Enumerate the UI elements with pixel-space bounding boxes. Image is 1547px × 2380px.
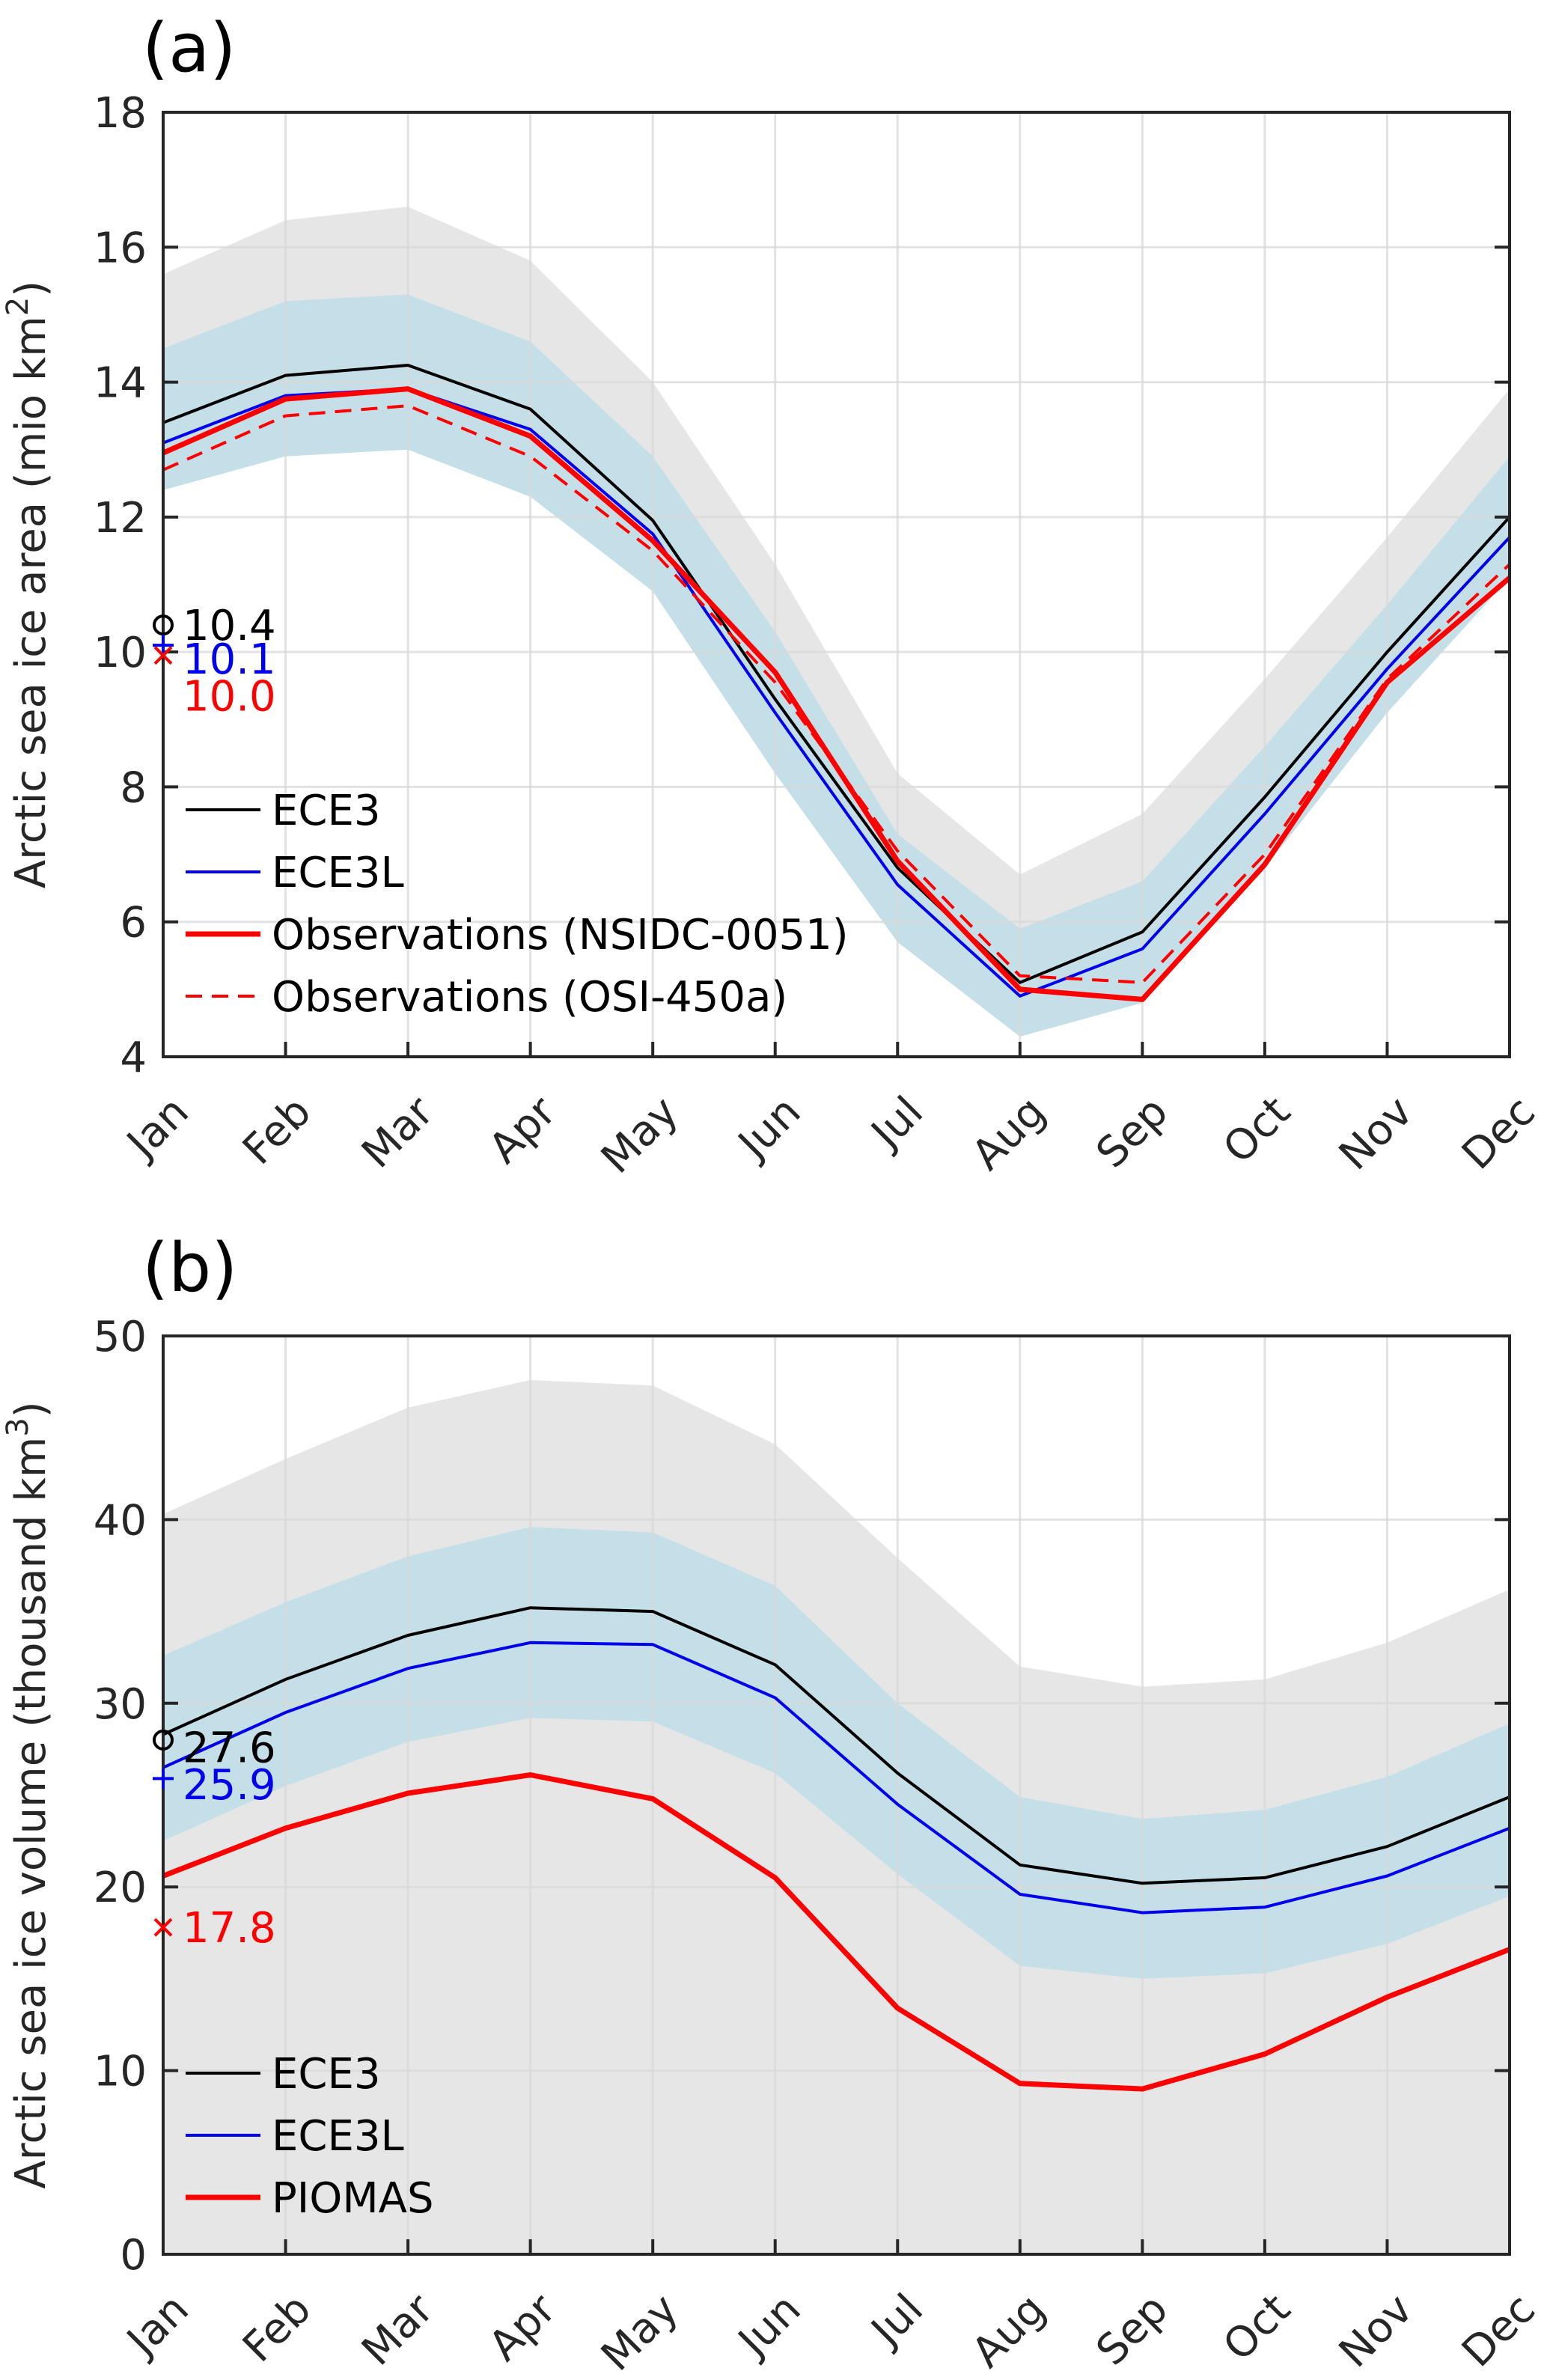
- y-tick-label: 16: [94, 224, 147, 272]
- x-tick-label: Oct: [1214, 2285, 1299, 2370]
- panel-b-sea-ice-volume: 0 10 20 30 40 50 Jan Feb Mar Apr May Jun Jul Aug Sep Oc…: [1, 1229, 1545, 2380]
- x-tick-label: Jul: [861, 1087, 933, 1159]
- y-tick-label: 12: [94, 494, 147, 543]
- annual-mean-label: 25.9: [183, 1761, 276, 1810]
- y-tick-label: 4: [120, 1034, 147, 1082]
- y-tick-label: 6: [120, 899, 147, 948]
- annual-mean-marker-plus: [153, 635, 174, 656]
- legend-label: Observations (NSIDC-0051): [272, 911, 849, 959]
- x-tick-label: Jun: [728, 2285, 811, 2367]
- x-tick-label: Apr: [480, 2284, 566, 2370]
- series-line-3: [162, 404, 1511, 984]
- legend-label: PIOMAS: [272, 2174, 434, 2223]
- x-tick-label: Nov: [1330, 1087, 1422, 1180]
- series-line-0: [162, 1606, 1510, 1885]
- x-tick-label: Aug: [962, 1087, 1055, 1180]
- series-line-0: [162, 364, 1511, 984]
- annual-mean-marker-cross: [153, 1917, 173, 1937]
- y-tick-label: 10: [94, 2048, 147, 2096]
- y-tick-label: 40: [94, 1496, 147, 1545]
- annual-mean-label: 10.1: [183, 635, 276, 684]
- y-tick-label: 8: [120, 763, 147, 812]
- panel-label: (b): [142, 1229, 237, 1308]
- y-axis-label: Arctic sea ice volume (thousand km3): [1, 1401, 55, 2188]
- x-tick-label: Jun: [728, 1087, 811, 1170]
- x-tick-label: Aug: [962, 2285, 1055, 2377]
- y-tick-label: 10: [94, 629, 147, 677]
- y-tick-label: 20: [94, 1864, 147, 1912]
- x-tick-label: Dec: [1453, 1087, 1545, 1180]
- y-tick-label: 18: [94, 89, 147, 138]
- x-tick-label: Feb: [234, 2285, 320, 2372]
- plot-frame: [162, 1334, 1511, 2256]
- x-tick-label: May: [592, 1087, 688, 1183]
- x-tick-label: Sep: [1087, 1087, 1178, 1178]
- legend-label: Observations (OSI-450a): [272, 973, 787, 1022]
- y-tick-label: 50: [94, 1313, 147, 1361]
- x-tick-label: Sep: [1087, 2285, 1178, 2376]
- series-line-2: [162, 1772, 1511, 2092]
- series-line-1: [162, 1641, 1510, 1914]
- panel-a-sea-ice-area: 4 6 8 10 12 14 16 18 Jan Feb Mar Apr May Jun Jul Aug Sep…: [1, 9, 1545, 1183]
- y-tick-label: 14: [94, 359, 147, 408]
- y-tick-label: 30: [94, 1680, 147, 1729]
- y-axis-label: Arctic sea ice area (mio km2): [1, 281, 55, 888]
- x-tick-label: Feb: [234, 1087, 320, 1174]
- x-tick-label: Oct: [1214, 1087, 1299, 1173]
- x-tick-label: May: [592, 2285, 688, 2380]
- legend-label: ECE3L: [272, 2112, 404, 2161]
- legend-label: ECE3L: [272, 849, 404, 897]
- x-tick-label: Dec: [1453, 2285, 1545, 2377]
- x-tick-label: Nov: [1330, 2285, 1422, 2377]
- annual-mean-label: 10.0: [183, 673, 276, 721]
- annual-mean-marker-circle: [153, 1729, 174, 1751]
- x-tick-label: Jul: [861, 2285, 933, 2357]
- annual-mean-marker-plus: [153, 1768, 174, 1789]
- spread-band-ece3l: [163, 294, 1510, 1037]
- x-tick-label: Jan: [117, 1087, 198, 1169]
- panel-label: (a): [142, 9, 236, 88]
- legend-label: ECE3: [272, 787, 381, 835]
- x-tick-label: Mar: [353, 1087, 443, 1177]
- annual-mean-label: 17.8: [183, 1904, 276, 1953]
- x-tick-label: Mar: [353, 2284, 443, 2375]
- annual-mean-marker-circle: [153, 614, 174, 636]
- annual-mean-label: 27.6: [183, 1724, 276, 1773]
- annual-mean-label: 10.4: [183, 602, 276, 650]
- legend-label: ECE3: [272, 2050, 381, 2099]
- x-tick-label: Apr: [480, 1087, 566, 1173]
- x-tick-label: Jan: [117, 2285, 198, 2367]
- annual-mean-marker-cross: [153, 646, 173, 665]
- plot-frame: [162, 111, 1511, 1058]
- y-tick-label: 0: [120, 2231, 147, 2280]
